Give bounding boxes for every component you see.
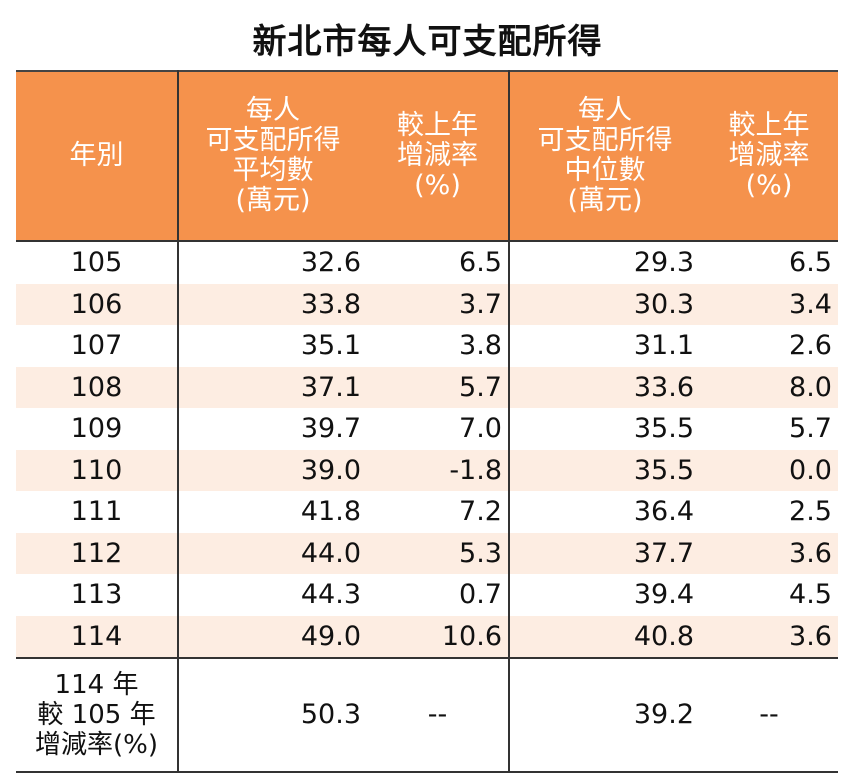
table-row: 110 39.0 -1.8 35.5 0.0 (16, 449, 838, 491)
summary-median: 39.2 (509, 657, 700, 773)
mean-change-cell: 7.0 (367, 408, 510, 450)
mean-change-cell: 0.7 (367, 574, 510, 616)
table-row: 114 49.0 10.6 40.8 3.6 (16, 615, 838, 658)
median-cell: 39.4 (633, 579, 694, 611)
table-row: 111 41.8 7.2 36.4 2.5 (16, 491, 838, 533)
median-change-cell: 2.6 (789, 330, 832, 362)
mean-change-cell: 7.2 (367, 491, 510, 533)
mean-change-cell: 5.7 (367, 366, 510, 408)
mean-cell: 39.7 (300, 413, 361, 445)
header-row: 年別 每人 可支配所得 平均數 (萬元) 較上年 增減率 (%) 每人 可支配所得 中位數 (萬… (16, 71, 838, 241)
mean-cell: 35.1 (300, 330, 361, 362)
year-cell: 111 (16, 491, 179, 533)
header-median: 每人 可支配所得 中位數 (萬元) (509, 71, 700, 241)
median-cell: 35.5 (509, 449, 700, 491)
mean-cell: 33.8 (178, 283, 367, 325)
year-cell: 114 (16, 615, 179, 658)
median-change-cell: 3.6 (700, 615, 838, 658)
median-change-cell: 4.5 (789, 579, 832, 611)
year-cell: 106 (16, 283, 179, 325)
mean-cell: 37.1 (178, 366, 367, 408)
mean-change-cell: -1.8 (367, 449, 510, 491)
mean-change-cell: 5.3 (367, 532, 510, 574)
table-row: 106 33.8 3.7 30.3 3.4 (16, 283, 838, 325)
mean-cell: 44.0 (178, 532, 367, 574)
median-change-cell: 2.5 (789, 496, 832, 528)
year-cell: 113 (16, 574, 179, 616)
year-cell: 112 (16, 532, 179, 574)
table-row: 113 44.3 0.7 39.4 4.5 (16, 574, 838, 616)
table-row: 108 37.1 5.7 33.6 8.0 (16, 366, 838, 408)
summary-mean: 50.3 (178, 657, 367, 773)
year-cell: 110 (16, 449, 179, 491)
mean-change-cell: 6.5 (367, 241, 510, 284)
header-year: 年別 (16, 71, 179, 241)
median-cell: 36.4 (633, 496, 694, 528)
table-row: 105 32.6 6.5 29.3 6.5 (16, 241, 838, 284)
year-cell: 108 (16, 366, 179, 408)
mean-cell: 41.8 (300, 496, 361, 528)
summary-row: 114 年 較 105 年 增減率(%) 50.3 -- 39.2 -- (16, 657, 838, 773)
summary-median-change: -- (700, 657, 838, 773)
median-cell: 40.8 (509, 615, 700, 658)
median-cell: 37.7 (509, 532, 700, 574)
year-cell: 109 (16, 408, 179, 450)
median-cell: 30.3 (509, 283, 700, 325)
header-median-change: 較上年 增減率 (%) (700, 71, 838, 241)
median-cell: 31.1 (633, 330, 694, 362)
summary-label: 114 年 較 105 年 增減率(%) (16, 657, 179, 773)
mean-change-cell: 10.6 (367, 615, 510, 658)
median-cell: 35.5 (633, 413, 694, 445)
summary-mean-change: -- (367, 657, 510, 773)
median-change-cell: 5.7 (789, 413, 832, 445)
median-change-cell: 0.0 (700, 449, 838, 491)
median-change-cell: 3.4 (700, 283, 838, 325)
income-table: 年別 每人 可支配所得 平均數 (萬元) 較上年 增減率 (%) 每人 可支配所得 中位數 (萬… (16, 70, 838, 773)
year-cell: 105 (16, 241, 179, 284)
year-cell: 107 (16, 325, 179, 367)
median-change-cell: 6.5 (789, 247, 832, 279)
mean-change-cell: 3.7 (367, 283, 510, 325)
header-mean-change: 較上年 增減率 (%) (367, 71, 510, 241)
header-mean: 每人 可支配所得 平均數 (萬元) (178, 71, 367, 241)
median-cell: 33.6 (509, 366, 700, 408)
mean-cell: 32.6 (300, 247, 361, 279)
mean-cell: 44.3 (300, 579, 361, 611)
table-row: 109 39.7 7.0 35.5 5.7 (16, 408, 838, 450)
page-title: 新北市每人可支配所得 (252, 22, 603, 62)
mean-cell: 39.0 (178, 449, 367, 491)
mean-change-cell: 3.8 (367, 325, 510, 367)
median-change-cell: 3.6 (700, 532, 838, 574)
table-row: 112 44.0 5.3 37.7 3.6 (16, 532, 838, 574)
table-row: 107 35.1 3.8 31.1 2.6 (16, 325, 838, 367)
median-change-cell: 8.0 (700, 366, 838, 408)
median-cell: 29.3 (633, 247, 694, 279)
mean-cell: 49.0 (178, 615, 367, 658)
